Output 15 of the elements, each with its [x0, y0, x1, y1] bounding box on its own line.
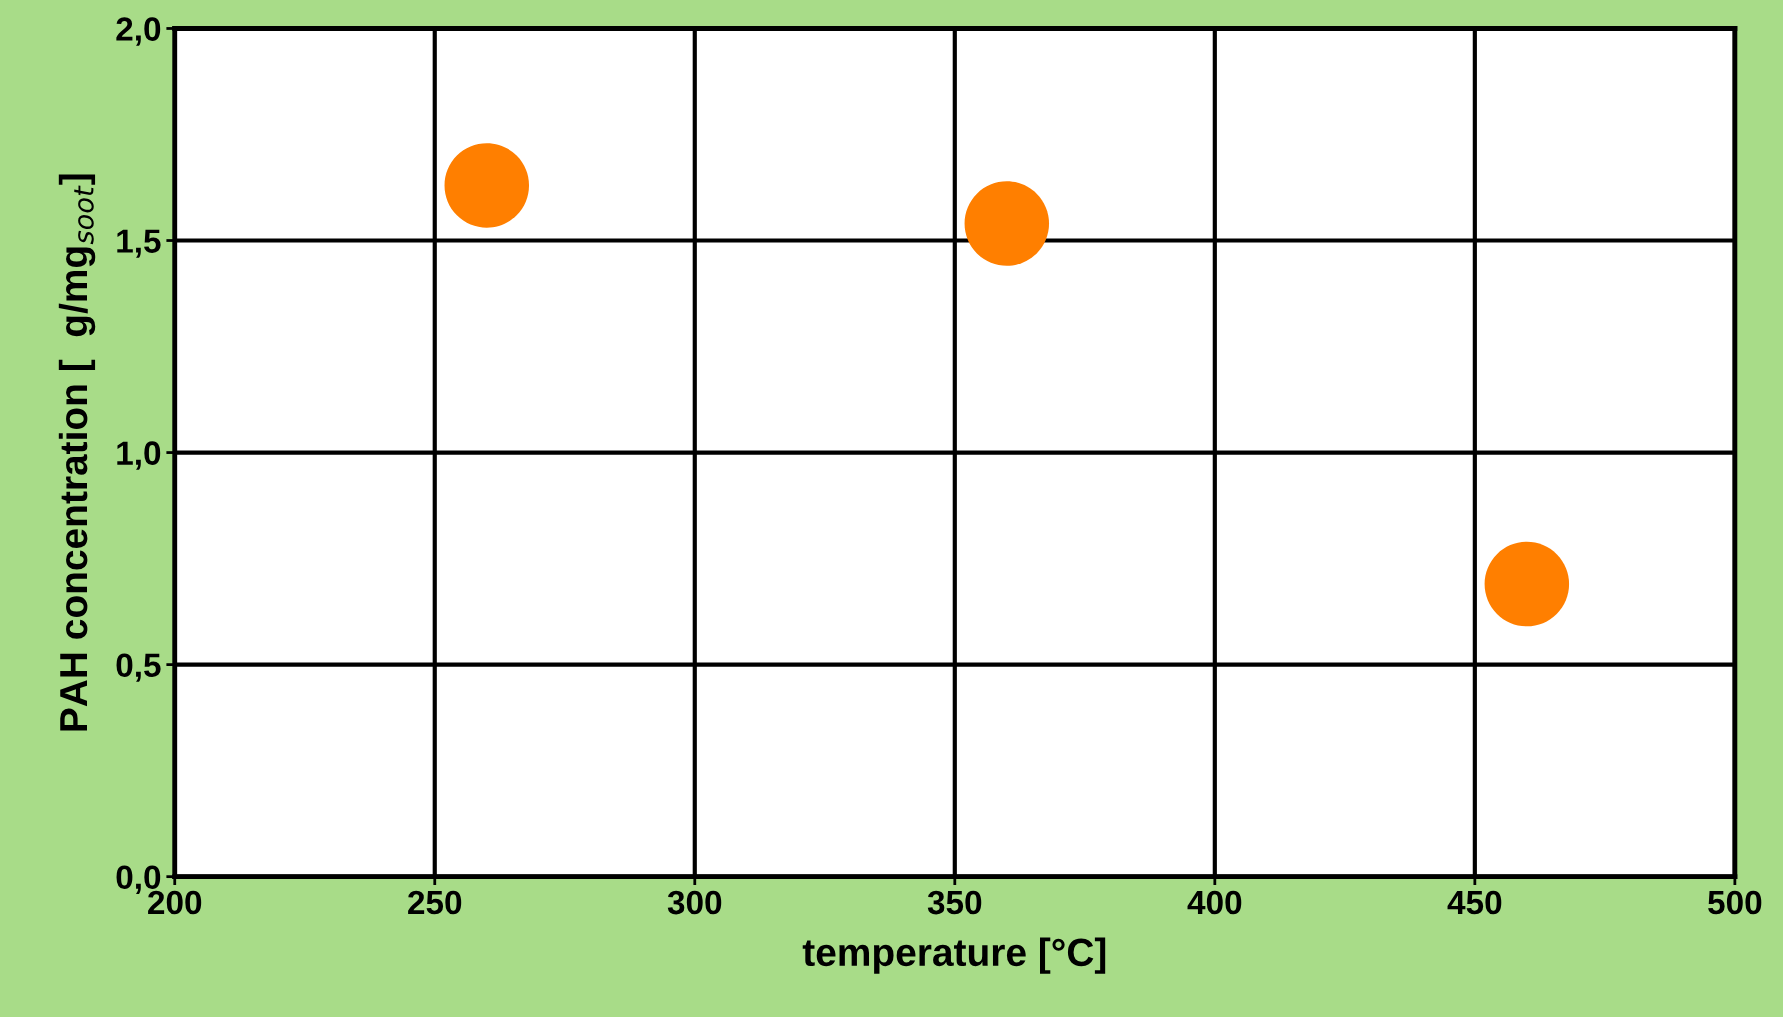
point: [1484, 541, 1570, 627]
y-tick-label: 0,5: [116, 653, 161, 682]
x-tick-label: 250: [408, 890, 462, 915]
point: [444, 143, 529, 228]
y-axis-title: PAH concentration [ g/mg$_{soot}$]: [58, 174, 96, 731]
x-tick-label: 350: [927, 890, 982, 915]
x-tick-label: 300: [667, 890, 722, 915]
x-tick-label: 400: [1187, 890, 1242, 915]
x-axis-title: temperature [°C]: [802, 937, 1106, 974]
y-tick-label: 2,0: [116, 17, 161, 46]
x-tick-label: 450: [1447, 890, 1502, 915]
point: [964, 181, 1050, 266]
x-tick-label: 500: [1708, 890, 1762, 915]
y-tick-label: 1,5: [117, 229, 161, 258]
y-tick-label: 1,0: [117, 441, 161, 470]
